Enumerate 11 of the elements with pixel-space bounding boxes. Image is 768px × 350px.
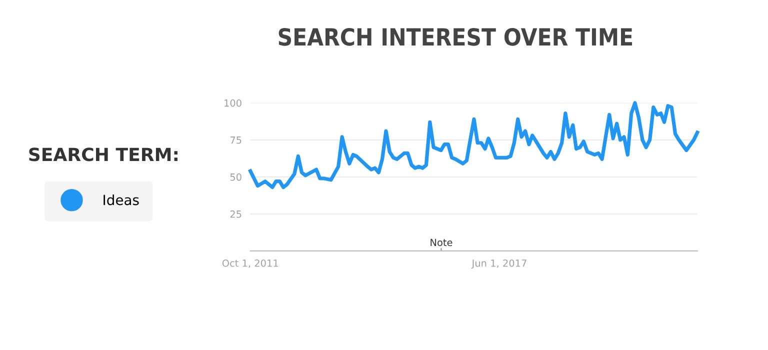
legend-label: Ideas [104, 194, 139, 206]
x-tick-label: Jun 1, 2017 [471, 259, 526, 269]
y-tick-label: 50 [230, 173, 242, 181]
y-tick-label: 100 [224, 99, 242, 107]
x-tick-label: Oct 1, 2011 [222, 259, 278, 268]
y-tick-label: 25 [230, 210, 242, 218]
legend-title: SEARCH TERM: [29, 148, 178, 162]
line-series [248, 101, 700, 190]
y-tick-label: 75 [230, 136, 242, 144]
annotation: Note [430, 238, 452, 246]
chart-title: SEARCH INTEREST OVER TIME [278, 28, 632, 46]
